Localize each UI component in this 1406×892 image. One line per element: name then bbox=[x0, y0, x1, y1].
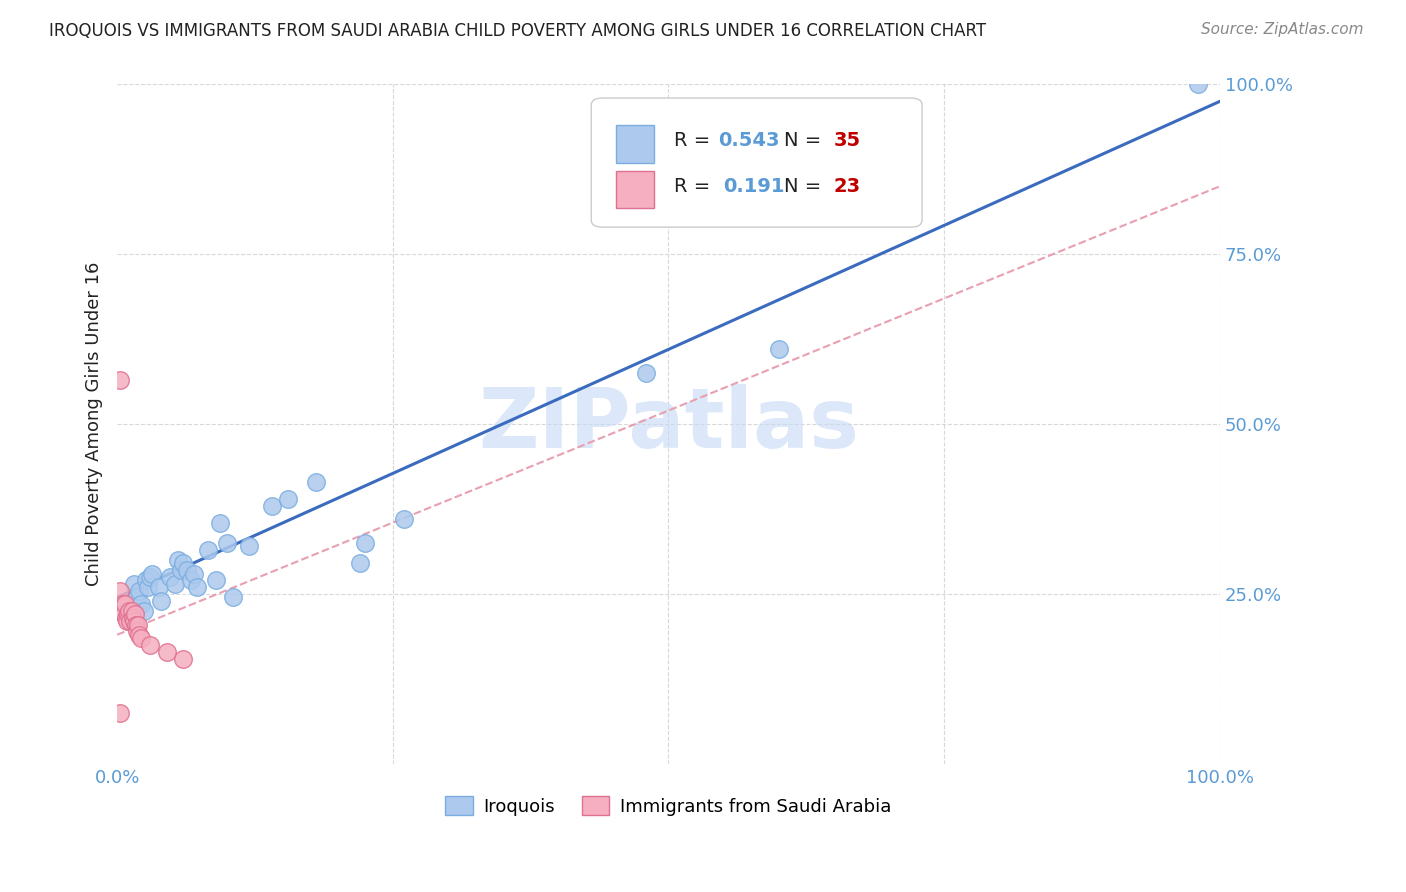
FancyBboxPatch shape bbox=[592, 98, 922, 227]
Point bbox=[150, 594, 173, 608]
Point bbox=[120, 614, 142, 628]
Point bbox=[197, 542, 219, 557]
Point bbox=[183, 566, 205, 581]
Point bbox=[217, 536, 239, 550]
Point bbox=[148, 580, 170, 594]
Point bbox=[205, 574, 228, 588]
Point bbox=[170, 563, 193, 577]
Point bbox=[238, 540, 260, 554]
Point bbox=[768, 343, 790, 357]
Point bbox=[121, 604, 143, 618]
Point bbox=[163, 576, 186, 591]
Point bbox=[260, 499, 283, 513]
Point bbox=[139, 638, 162, 652]
Point bbox=[122, 614, 145, 628]
Point bbox=[110, 583, 132, 598]
Point bbox=[222, 591, 245, 605]
Point bbox=[124, 607, 146, 622]
Point bbox=[112, 607, 135, 622]
Point bbox=[110, 373, 132, 387]
Point bbox=[392, 512, 415, 526]
FancyBboxPatch shape bbox=[616, 170, 654, 208]
Point bbox=[110, 706, 132, 720]
Point bbox=[132, 604, 155, 618]
Point bbox=[349, 557, 371, 571]
Point bbox=[122, 576, 145, 591]
Point bbox=[208, 516, 231, 530]
Point bbox=[128, 583, 150, 598]
Point bbox=[176, 563, 198, 577]
Point bbox=[159, 570, 181, 584]
Point bbox=[166, 553, 188, 567]
Point bbox=[118, 604, 141, 618]
Legend: Iroquois, Immigrants from Saudi Arabia: Iroquois, Immigrants from Saudi Arabia bbox=[439, 789, 898, 822]
Text: R =: R = bbox=[673, 130, 717, 150]
Point bbox=[114, 597, 136, 611]
Text: 23: 23 bbox=[834, 177, 860, 196]
Point bbox=[180, 574, 202, 588]
Text: ZIPatlas: ZIPatlas bbox=[478, 384, 859, 465]
Point bbox=[117, 607, 139, 622]
Text: N =: N = bbox=[785, 130, 828, 150]
Point bbox=[354, 536, 377, 550]
Point bbox=[121, 611, 143, 625]
Point bbox=[125, 617, 148, 632]
Point bbox=[304, 475, 326, 489]
Point bbox=[131, 597, 153, 611]
Point bbox=[141, 566, 163, 581]
Point bbox=[172, 557, 194, 571]
Point bbox=[139, 570, 162, 584]
Text: Source: ZipAtlas.com: Source: ZipAtlas.com bbox=[1201, 22, 1364, 37]
Point bbox=[131, 631, 153, 645]
Point bbox=[186, 580, 208, 594]
Text: IROQUOIS VS IMMIGRANTS FROM SAUDI ARABIA CHILD POVERTY AMONG GIRLS UNDER 16 CORR: IROQUOIS VS IMMIGRANTS FROM SAUDI ARABIA… bbox=[49, 22, 987, 40]
Text: 0.543: 0.543 bbox=[718, 130, 779, 150]
Point bbox=[128, 628, 150, 642]
Y-axis label: Child Poverty Among Girls Under 16: Child Poverty Among Girls Under 16 bbox=[86, 262, 103, 586]
Point bbox=[156, 645, 179, 659]
Text: R =: R = bbox=[673, 177, 723, 196]
Point bbox=[636, 366, 658, 380]
Point bbox=[135, 574, 157, 588]
Point bbox=[125, 624, 148, 639]
Point bbox=[277, 491, 299, 506]
Point bbox=[115, 614, 138, 628]
Point bbox=[172, 651, 194, 665]
Text: 0.191: 0.191 bbox=[724, 177, 785, 196]
Text: 35: 35 bbox=[834, 130, 860, 150]
FancyBboxPatch shape bbox=[616, 125, 654, 162]
Point bbox=[111, 597, 134, 611]
Text: N =: N = bbox=[785, 177, 828, 196]
Point bbox=[125, 591, 148, 605]
Point bbox=[115, 611, 138, 625]
Point bbox=[1187, 78, 1209, 92]
Point bbox=[127, 617, 149, 632]
Point bbox=[136, 580, 159, 594]
